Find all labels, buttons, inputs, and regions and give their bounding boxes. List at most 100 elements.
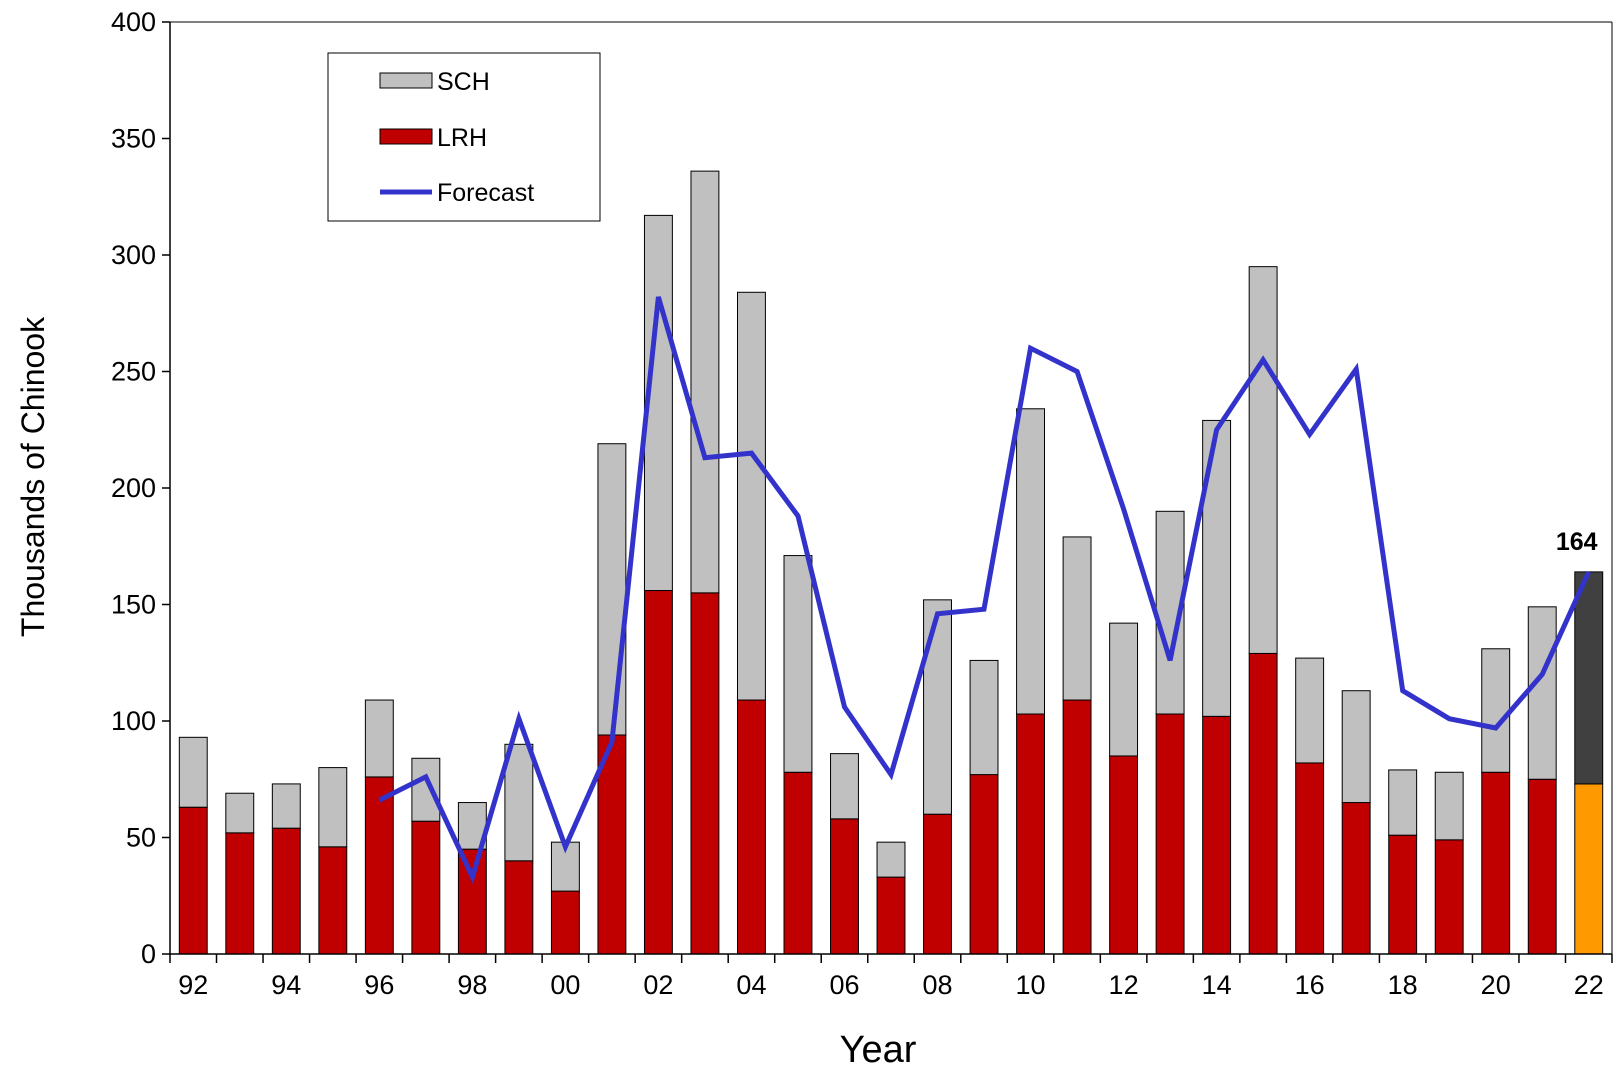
x-tick-label: 20 <box>1481 970 1511 1000</box>
x-tick-label: 92 <box>178 970 208 1000</box>
y-axis-title: Thousands of Chinook <box>15 316 51 637</box>
x-tick-label: 10 <box>1016 970 1046 1000</box>
bar-lrh-06 <box>830 818 859 955</box>
bar-lrh-18 <box>1388 834 1418 955</box>
legend-swatch-sch <box>379 72 433 89</box>
x-tick-label: 00 <box>550 970 580 1000</box>
bar-sch-94 <box>271 783 301 829</box>
x-tick-label: 02 <box>643 970 673 1000</box>
bar-sch-12 <box>1109 622 1139 757</box>
bar-sch-21 <box>1527 606 1557 780</box>
bar-sch-18 <box>1388 769 1418 836</box>
data-label-layer: 164 <box>1556 528 1598 556</box>
legend-swatch-lrh <box>379 128 433 145</box>
bar-sch-95 <box>318 767 348 848</box>
bar-sch-05 <box>783 555 813 773</box>
bar-lrh-04 <box>736 699 766 955</box>
bar-sch-04 <box>736 291 766 701</box>
bar-sch-08 <box>923 599 952 815</box>
bar-sch-98 <box>457 802 487 850</box>
bar-sch-92 <box>178 736 208 808</box>
bar-sch-09 <box>969 659 999 776</box>
legend-box <box>327 52 601 222</box>
x-tick-label: 98 <box>457 970 487 1000</box>
bar-lrh-17 <box>1341 802 1371 955</box>
legend-label-sch: SCH <box>437 68 490 96</box>
bar-lrh-97 <box>411 820 441 955</box>
bar-sch-99 <box>504 743 534 862</box>
bar-lrh-00 <box>550 890 580 955</box>
y-tick-label: 250 <box>111 357 156 387</box>
bar-sch-01 <box>597 443 627 736</box>
bar-lrh-20 <box>1481 771 1511 955</box>
bar-lrh-02 <box>643 590 673 955</box>
bar-lrh-95 <box>318 846 348 955</box>
y-tick-label: 300 <box>111 240 156 270</box>
bar-sch-11 <box>1062 536 1092 701</box>
x-tick-label: 06 <box>829 970 859 1000</box>
y-tick-label: 200 <box>111 473 156 503</box>
bar-lrh-03 <box>690 592 720 955</box>
x-axis-title: Year <box>840 1029 917 1071</box>
bar-lrh-16 <box>1295 762 1325 955</box>
bar-sch-20 <box>1481 648 1511 773</box>
bar-sch-97 <box>411 757 441 822</box>
bar-sch-22 <box>1574 571 1604 785</box>
bar-lrh-94 <box>271 827 301 955</box>
bar-layer <box>178 170 1604 955</box>
tick-layer: 0 50 100 150 200 250 300 350 400 92 94 96 98 00 02 04 06… <box>111 7 1613 1000</box>
bar-lrh-10 <box>1016 713 1046 955</box>
bar-lrh-09 <box>969 774 999 955</box>
bar-sch-96 <box>364 699 394 778</box>
y-tick-label: 100 <box>111 706 156 736</box>
y-tick-label: 150 <box>111 590 156 620</box>
x-tick-label: 14 <box>1202 970 1232 1000</box>
x-tick-label: 96 <box>364 970 394 1000</box>
x-tick-label: 12 <box>1109 970 1139 1000</box>
forecast-line <box>378 296 1591 885</box>
bar-lrh-11 <box>1062 699 1092 955</box>
x-tick-label: 16 <box>1295 970 1325 1000</box>
bar-sch-14 <box>1202 419 1232 717</box>
y-tick-label: 0 <box>141 939 156 969</box>
data-label-22: 164 <box>1556 528 1598 556</box>
bar-lrh-22 <box>1574 783 1604 955</box>
legend-label-lrh: LRH <box>437 124 487 152</box>
bar-lrh-19 <box>1434 839 1464 955</box>
bar-lrh-93 <box>225 832 255 955</box>
x-tick-label: 04 <box>736 970 766 1000</box>
bar-lrh-08 <box>923 813 952 955</box>
bar-lrh-05 <box>783 771 813 955</box>
x-tick-label: 08 <box>922 970 952 1000</box>
y-tick-label: 400 <box>111 7 156 37</box>
x-tick-label: 94 <box>271 970 301 1000</box>
bar-sch-10 <box>1016 408 1046 715</box>
bar-lrh-92 <box>178 806 208 955</box>
bar-lrh-15 <box>1248 652 1278 955</box>
bar-lrh-12 <box>1109 755 1139 955</box>
y-tick-label: 350 <box>111 124 156 154</box>
legend-label-forecast: Forecast <box>437 179 534 207</box>
bar-sch-19 <box>1434 771 1464 841</box>
legend: SCH LRH Forecast <box>327 52 601 222</box>
bar-lrh-96 <box>364 776 394 955</box>
bar-lrh-07 <box>876 876 906 955</box>
forecast-line-layer <box>378 296 1591 885</box>
bar-sch-15 <box>1248 266 1278 654</box>
bar-sch-93 <box>225 792 255 834</box>
bar-sch-07 <box>876 841 906 878</box>
bar-lrh-21 <box>1527 778 1557 955</box>
x-tick-label: 18 <box>1388 970 1418 1000</box>
x-tick-label: 22 <box>1574 970 1604 1000</box>
bar-sch-06 <box>830 753 859 820</box>
bar-lrh-98 <box>457 848 487 955</box>
bar-sch-16 <box>1295 657 1325 764</box>
bar-lrh-14 <box>1202 715 1232 955</box>
bar-lrh-99 <box>504 860 534 955</box>
y-tick-label: 50 <box>126 823 156 853</box>
bar-sch-03 <box>690 170 720 594</box>
bar-sch-17 <box>1341 690 1371 804</box>
bar-lrh-13 <box>1155 713 1185 955</box>
